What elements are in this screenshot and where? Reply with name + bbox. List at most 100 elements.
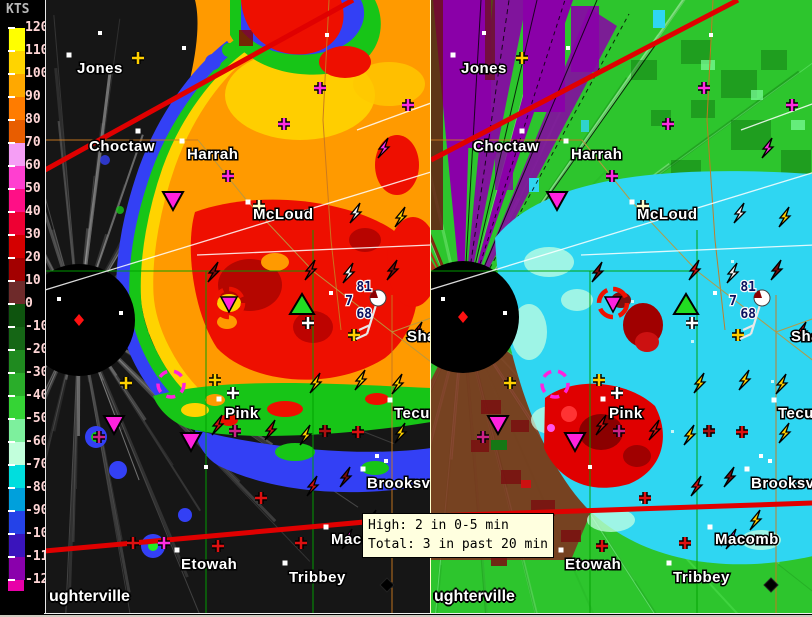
colorbar-notch: [8, 27, 15, 29]
road-line: [431, 172, 812, 291]
map-dot: [204, 465, 208, 469]
colorbar-notch: [8, 188, 15, 190]
lightning-icon: [264, 419, 278, 441]
colorbar-tick-label: 40: [25, 204, 41, 219]
colorbar-band: [8, 74, 25, 97]
town-dot: [174, 547, 180, 553]
town-label: Sha: [791, 328, 812, 345]
lightning-icon: [299, 424, 313, 446]
town-dot: [245, 199, 251, 205]
colorbar-band: [8, 28, 25, 51]
colorbar-tick-label: -40: [25, 388, 49, 403]
colorbar-tick-label: -70: [25, 457, 49, 472]
lightning-icon: [648, 419, 662, 441]
station-dewpoint: 68: [356, 307, 372, 322]
map-dot: [482, 31, 486, 35]
town-dot: [323, 524, 329, 530]
station-temperature: 81: [356, 280, 372, 295]
colorbar-band: [8, 235, 25, 258]
storm-marker-triangle-icon: [486, 415, 510, 437]
town-dot: [771, 397, 777, 403]
plus-marker-icon: [686, 317, 698, 329]
colorbar-notch: [8, 533, 15, 535]
map-dot: [566, 46, 570, 50]
lightning-icon: [778, 206, 792, 228]
sky-cover-wedge: [754, 290, 762, 298]
town-label: Jones: [77, 60, 123, 77]
station-mid-value: 7: [345, 294, 353, 309]
town-label: Harrah: [187, 146, 238, 163]
lightning-icon: [309, 372, 323, 394]
hail-marker-icon: [219, 296, 239, 314]
colorbar-band: [8, 465, 25, 488]
colorbar-band: [8, 51, 25, 74]
colorbar-tick-label: -90: [25, 503, 49, 518]
colorbar-tick-label: 30: [25, 227, 41, 242]
colorbar-notch: [8, 441, 15, 443]
colorbar-band: [8, 120, 25, 143]
plus-marker-icon: [229, 425, 241, 437]
town-dot: [179, 138, 185, 144]
county-line: [322, 0, 342, 331]
town-dot: [600, 396, 606, 402]
town-label: Sha: [407, 328, 431, 345]
station-temperature: 81: [740, 280, 756, 295]
storm-marker-triangle-icon: [545, 191, 569, 213]
town-dot: [629, 199, 635, 205]
velocity-panel[interactable]: Jones Choctaw Harrah McLoud Pink Tecumseh Broo…: [430, 0, 812, 613]
sky-cover-wedge: [370, 290, 378, 298]
lightning-icon: [394, 206, 408, 228]
colorbar-notch: [8, 234, 15, 236]
town-dot: [282, 560, 288, 566]
map-dot: [182, 46, 186, 50]
plus-marker-icon: [302, 317, 314, 329]
colorbar-notch: [8, 326, 15, 328]
county-line: [706, 0, 726, 331]
town-label: McLoud: [637, 206, 698, 223]
warning-line: [46, 0, 355, 173]
lightning-icon: [595, 414, 609, 436]
hail-marker-icon: [596, 286, 630, 320]
town-dot: [135, 128, 141, 134]
plus-marker-icon: [703, 425, 715, 437]
velocity-artwork: Jones Choctaw Harrah McLoud Pink Tecumseh Broo…: [431, 0, 812, 613]
window-bottom-trim: [0, 615, 812, 617]
diamond-icon: [379, 577, 395, 593]
plus-marker-icon: [736, 426, 748, 438]
plus-marker-icon: [314, 82, 326, 94]
lightning-icon: [354, 369, 368, 391]
road-line: [356, 102, 431, 131]
velocity-colorbar: KTS 120 110 100 90 80 70 60 50 40 30 20 10 0 -10 -20 -3…: [0, 0, 56, 617]
wind-barb: [355, 304, 378, 341]
colorbar-tick-label: 110: [25, 43, 49, 58]
colorbar-notch: [8, 303, 15, 305]
lightning-icon: [591, 261, 605, 283]
lightning-icon: [733, 202, 747, 224]
lightning-icon: [349, 202, 363, 224]
town-label: Pink: [225, 405, 259, 422]
colorbar-notch: [8, 142, 15, 144]
lightning-icon: [306, 475, 320, 497]
town-label: Tribbey: [673, 569, 730, 586]
lightning-icon: [770, 259, 784, 281]
colorbar-notch: [8, 556, 15, 558]
colorbar-notch: [8, 73, 15, 75]
colorbar-tick-label: 50: [25, 181, 41, 196]
map-dot: [709, 33, 713, 37]
spotter-triangle-icon: [672, 292, 700, 315]
lightning-icon: [725, 528, 739, 550]
lightning-icon: [394, 422, 408, 444]
plus-marker-icon: [295, 537, 307, 549]
colorbar-band: [8, 488, 25, 511]
mesocyclone-circle-icon: [156, 369, 186, 399]
reflectivity-panel[interactable]: Jones Choctaw Harrah McLoud Pink Tecumseh Broo…: [45, 0, 431, 613]
map-dot: [119, 311, 123, 315]
colorbar-band: [8, 580, 24, 591]
colorbar-notch: [8, 510, 15, 512]
plus-marker-icon: [278, 118, 290, 130]
colorbar-notch: [8, 165, 15, 167]
colorbar-tick-label: 20: [25, 250, 41, 265]
map-dot: [759, 454, 763, 458]
panel-bottom-border: [44, 613, 812, 614]
